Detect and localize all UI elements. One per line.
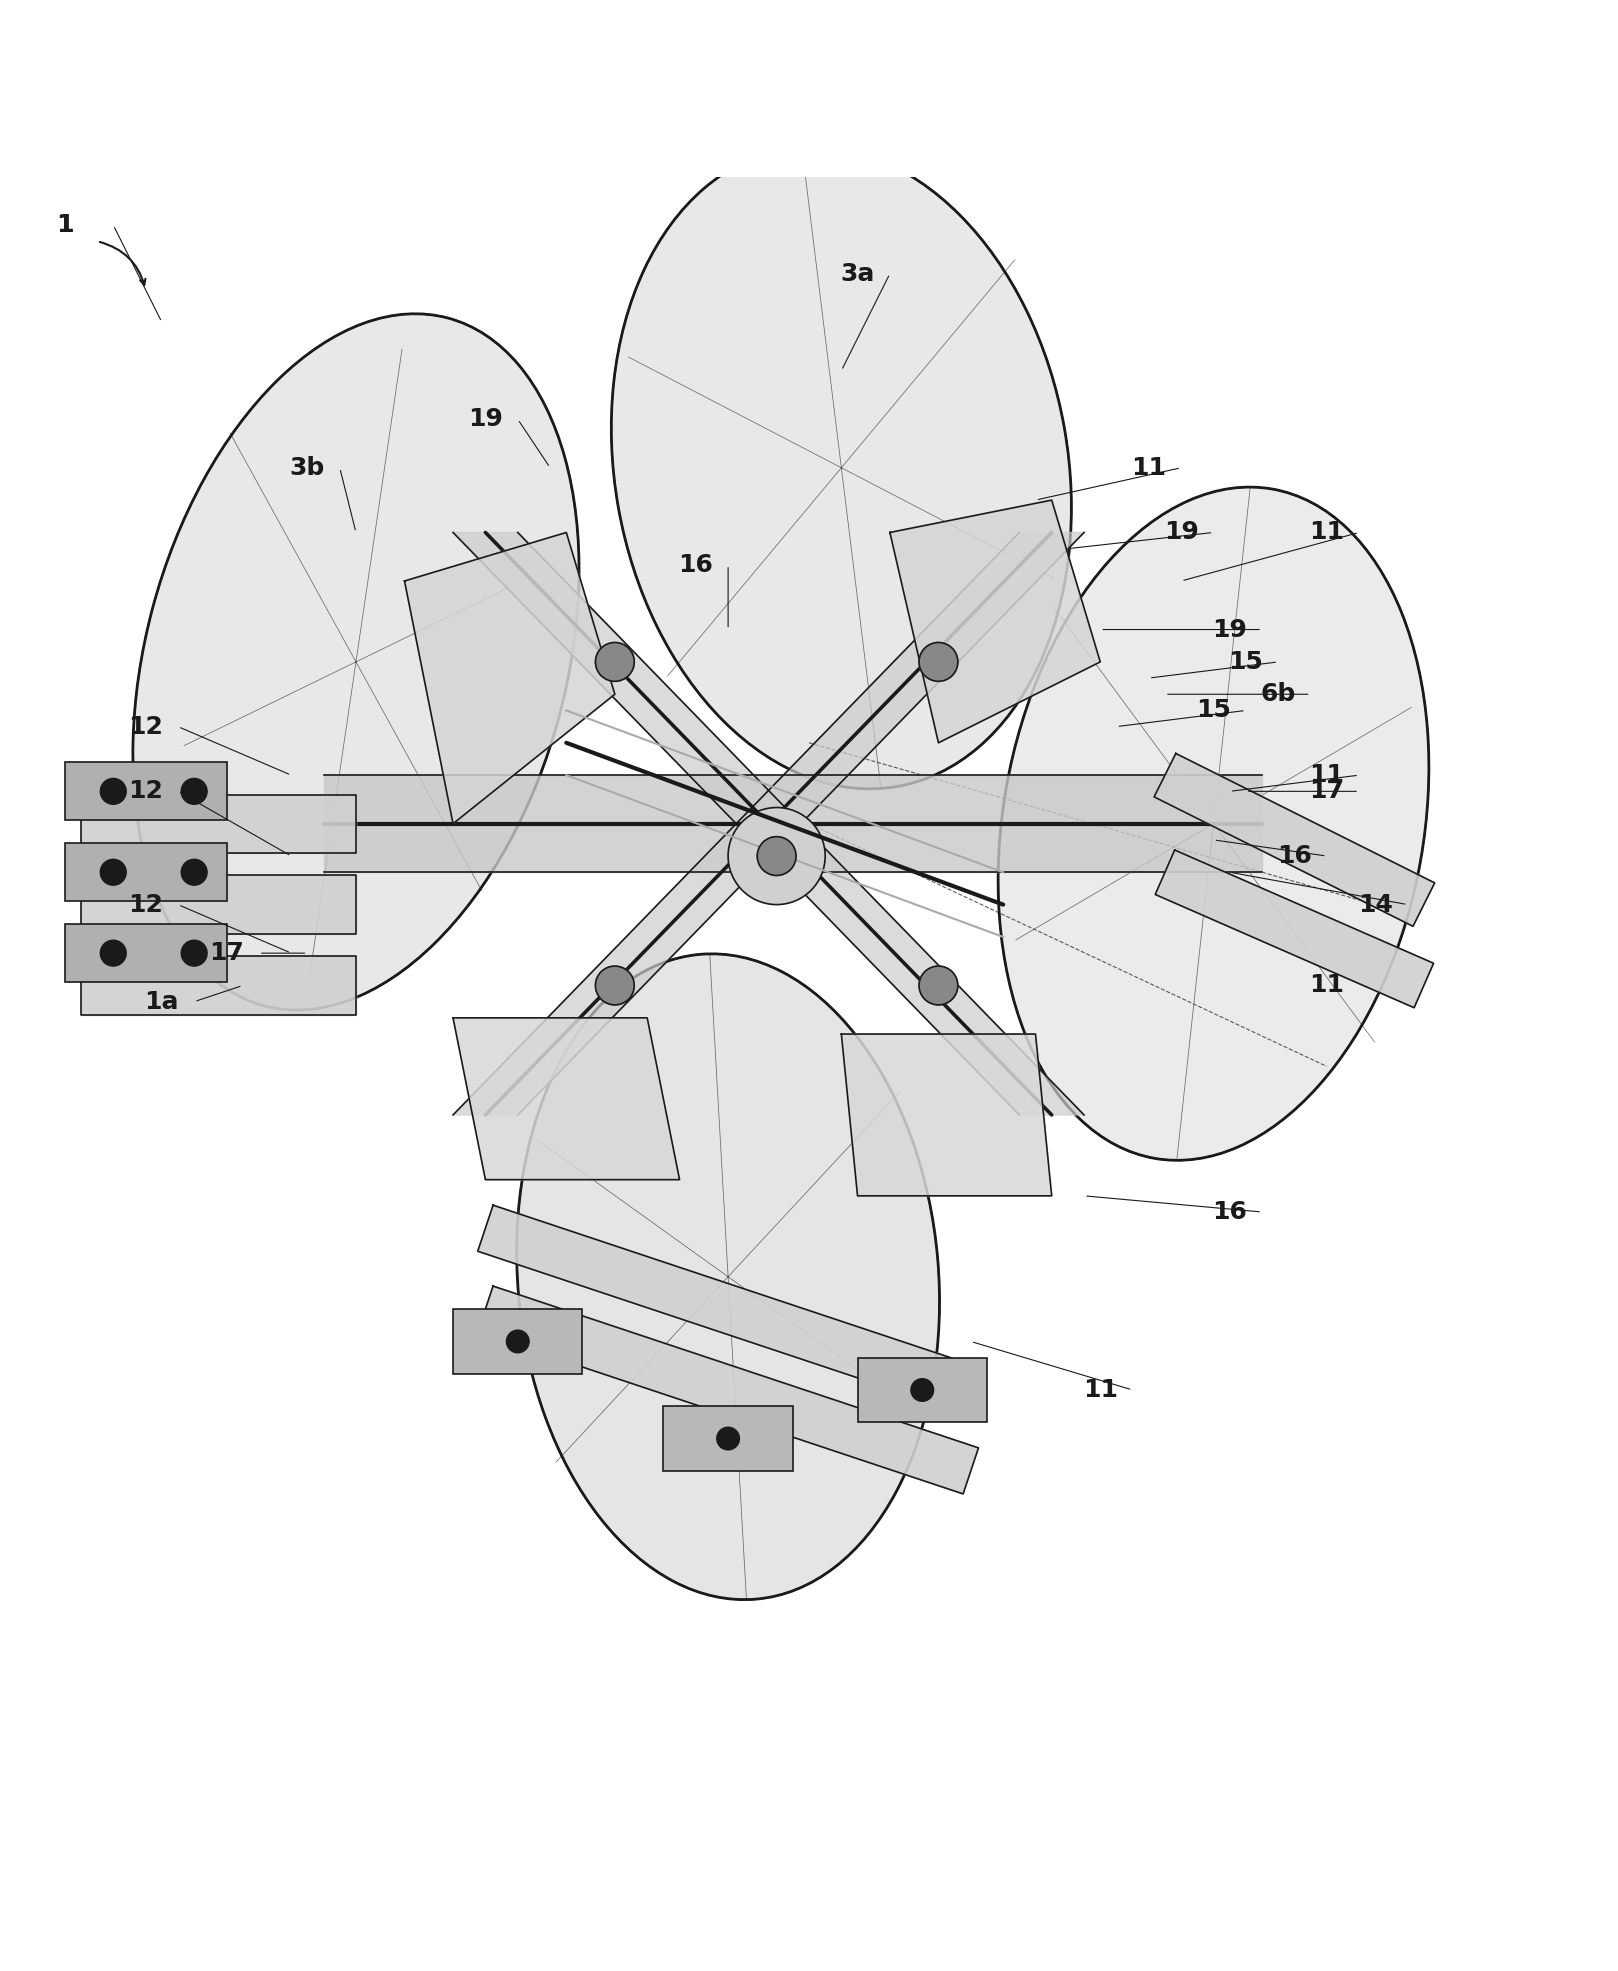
Polygon shape <box>890 501 1100 743</box>
Polygon shape <box>477 1285 979 1494</box>
Text: 11: 11 <box>1309 763 1345 786</box>
Text: 12: 12 <box>128 893 163 917</box>
Circle shape <box>181 779 207 804</box>
Polygon shape <box>1155 850 1434 1007</box>
Text: 19: 19 <box>468 408 503 432</box>
Circle shape <box>506 1330 529 1352</box>
Polygon shape <box>81 956 356 1015</box>
Text: 11: 11 <box>1309 974 1345 997</box>
Text: 12: 12 <box>128 715 163 739</box>
Text: 16: 16 <box>1212 1200 1247 1224</box>
Text: 19: 19 <box>1163 520 1199 544</box>
FancyBboxPatch shape <box>65 924 227 982</box>
Ellipse shape <box>998 487 1429 1161</box>
FancyBboxPatch shape <box>65 763 227 820</box>
Text: 14: 14 <box>1358 893 1393 917</box>
FancyBboxPatch shape <box>663 1405 793 1470</box>
FancyBboxPatch shape <box>65 844 227 901</box>
Text: 11: 11 <box>1131 455 1167 479</box>
Circle shape <box>919 966 958 1005</box>
Text: 17: 17 <box>1309 779 1345 804</box>
Circle shape <box>757 836 796 875</box>
Polygon shape <box>453 532 1084 1116</box>
Circle shape <box>100 940 126 966</box>
Text: 17: 17 <box>209 940 244 966</box>
Polygon shape <box>81 794 356 853</box>
Ellipse shape <box>516 954 940 1600</box>
Text: 1: 1 <box>57 213 73 237</box>
FancyBboxPatch shape <box>858 1358 987 1423</box>
Polygon shape <box>404 532 615 824</box>
Circle shape <box>595 643 634 682</box>
Text: 15: 15 <box>1196 698 1231 723</box>
Circle shape <box>181 940 207 966</box>
Circle shape <box>919 643 958 682</box>
Circle shape <box>717 1427 739 1451</box>
Circle shape <box>100 859 126 885</box>
Ellipse shape <box>728 808 825 905</box>
Ellipse shape <box>612 146 1071 788</box>
FancyBboxPatch shape <box>453 1309 582 1374</box>
Text: 12: 12 <box>128 779 163 804</box>
Polygon shape <box>477 1204 979 1413</box>
Polygon shape <box>453 1017 680 1181</box>
Text: 15: 15 <box>1228 650 1264 674</box>
Polygon shape <box>841 1035 1052 1196</box>
Text: 3a: 3a <box>840 262 875 286</box>
Text: 11: 11 <box>1309 520 1345 544</box>
Text: 16: 16 <box>678 552 714 578</box>
Circle shape <box>911 1378 934 1401</box>
Text: 1a: 1a <box>144 989 180 1013</box>
Text: 19: 19 <box>1212 617 1247 641</box>
Circle shape <box>100 779 126 804</box>
Ellipse shape <box>133 313 579 1009</box>
Text: 16: 16 <box>1277 844 1312 867</box>
Circle shape <box>595 966 634 1005</box>
Text: 6b: 6b <box>1260 682 1296 706</box>
Polygon shape <box>1154 753 1435 926</box>
Text: 3b: 3b <box>290 455 325 479</box>
Text: 1: 1 <box>57 213 73 237</box>
Text: 11: 11 <box>1082 1378 1118 1401</box>
Circle shape <box>181 859 207 885</box>
Polygon shape <box>81 875 356 934</box>
Polygon shape <box>453 532 1084 1116</box>
